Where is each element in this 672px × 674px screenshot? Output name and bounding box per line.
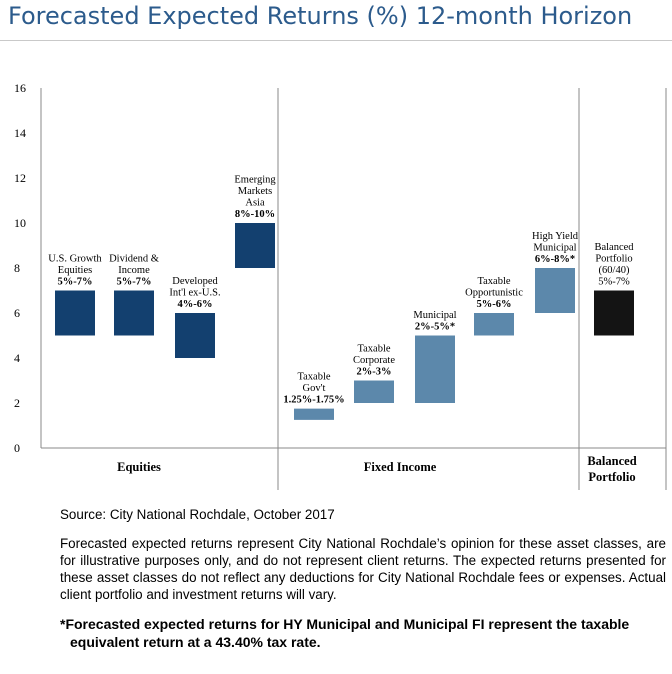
bar-5 xyxy=(294,408,334,420)
y-tick-label: 10 xyxy=(14,216,26,230)
group-label: Balanced xyxy=(587,454,636,468)
bar-label: High Yield xyxy=(532,231,579,242)
bar-label: U.S. Growth xyxy=(48,254,102,265)
bar-1 xyxy=(55,290,95,336)
bar-range-label: 6%-8%* xyxy=(535,254,575,265)
page-title: Forecasted Expected Returns (%) 12-month… xyxy=(8,2,633,30)
title-divider xyxy=(0,40,672,41)
bar-label: Int'l ex-U.S. xyxy=(169,288,220,299)
bar-range-label: 5%-6% xyxy=(477,299,512,310)
group-label: Portfolio xyxy=(588,470,635,484)
bar-range-label: 2%-5%* xyxy=(415,322,455,333)
bar-3 xyxy=(175,313,215,358)
y-tick-label: 6 xyxy=(14,306,20,320)
bar-label: Portfolio xyxy=(595,254,632,265)
bar-label: Balanced xyxy=(594,242,634,253)
y-tick-label: 12 xyxy=(14,171,26,185)
y-tick-label: 0 xyxy=(14,441,20,455)
bar-label: Dividend & xyxy=(109,254,159,265)
y-tick-label: 16 xyxy=(14,81,26,95)
bar-label: Corporate xyxy=(353,355,395,366)
bar-label: (60/40) xyxy=(599,265,630,276)
group-label: Equities xyxy=(117,460,161,474)
bar-range-label: 2%-3% xyxy=(357,367,392,378)
bar-range-label: 5%-7% xyxy=(598,277,630,288)
y-tick-label: 8 xyxy=(14,261,20,275)
bar-label: Income xyxy=(118,265,150,276)
bar-9 xyxy=(535,268,575,313)
bar-range-label: 8%-10% xyxy=(235,209,275,220)
group-label: Fixed Income xyxy=(364,460,437,474)
tax-footnote: *Forecasted expected returns for HY Muni… xyxy=(60,616,630,650)
bar-label: Asia xyxy=(245,198,265,209)
bar-range-label: 4%-6% xyxy=(178,299,213,310)
bar-label: Equities xyxy=(58,265,92,276)
bar-7 xyxy=(415,335,455,403)
bar-label: Taxable xyxy=(297,372,330,383)
y-tick-label: 2 xyxy=(14,396,20,410)
bar-label: Markets xyxy=(238,186,272,197)
notes-section: Source: City National Rochdale, October … xyxy=(60,506,666,651)
bar-2 xyxy=(114,290,154,336)
bar-label: Gov't xyxy=(303,383,326,394)
bar-label: Developed xyxy=(172,276,218,287)
bar-10 xyxy=(594,290,634,336)
y-tick-label: 14 xyxy=(14,126,26,140)
bar-label: Taxable xyxy=(477,276,510,287)
bar-8 xyxy=(474,313,514,336)
disclaimer-text: Forecasted expected returns represent Ci… xyxy=(60,536,666,602)
bar-label: Opportunistic xyxy=(465,288,523,299)
bar-range-label: 1.25%-1.75% xyxy=(283,395,344,406)
bar-range-label: 5%-7% xyxy=(117,277,152,288)
y-tick-label: 4 xyxy=(14,351,20,365)
bar-range-label: 5%-7% xyxy=(58,277,93,288)
bar-label: Emerging xyxy=(234,175,276,186)
bar-4 xyxy=(235,223,275,268)
bar-6 xyxy=(354,380,394,403)
bar-label: Municipal xyxy=(413,310,456,321)
bar-label: Municipal xyxy=(533,243,576,254)
source-note: Source: City National Rochdale, October … xyxy=(60,507,335,522)
bar-label: Taxable xyxy=(357,344,390,355)
